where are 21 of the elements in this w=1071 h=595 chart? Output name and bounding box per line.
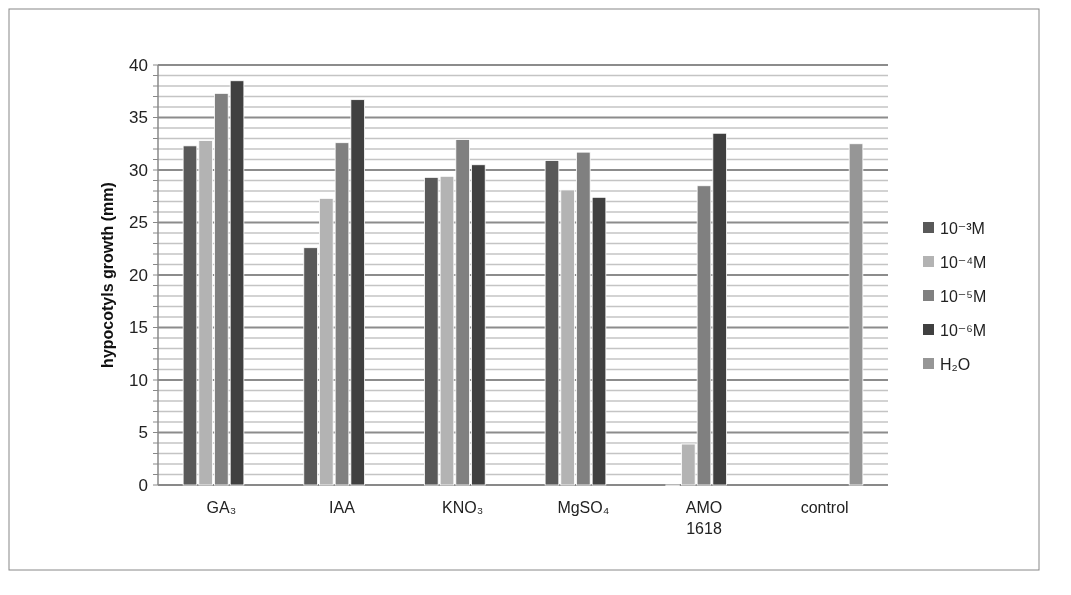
y-tick-label: 5: [138, 423, 148, 443]
x-tick-label: MgSO₄: [557, 499, 610, 516]
y-tick-label: 40: [129, 55, 148, 75]
legend-label: 10⁻⁴M: [940, 253, 987, 271]
y-tick-label: 10: [129, 370, 148, 390]
x-tick-label: AMO 1618: [685, 499, 723, 537]
legend-label: H₂O: [940, 355, 971, 373]
y-tick-label: 20: [129, 265, 148, 285]
y-tick-label: 30: [129, 160, 148, 180]
x-tick-label: IAA: [329, 499, 356, 516]
y-tick-label: 25: [129, 213, 148, 233]
y-tick-label: 0: [138, 475, 148, 495]
x-tick-label: control: [800, 499, 849, 516]
legend-label: 10⁻³M: [940, 219, 985, 237]
y-tick-label: 35: [129, 108, 148, 128]
y-tick-label: 15: [129, 318, 148, 338]
legend-label: 10⁻⁵M: [940, 287, 987, 305]
x-tick-label: GA₃: [206, 499, 237, 516]
x-tick-label: KNO₃: [442, 499, 484, 516]
legend-label: 10⁻⁶M: [940, 321, 987, 339]
y-axis-title: hypocotyls growth (mm): [99, 182, 116, 368]
